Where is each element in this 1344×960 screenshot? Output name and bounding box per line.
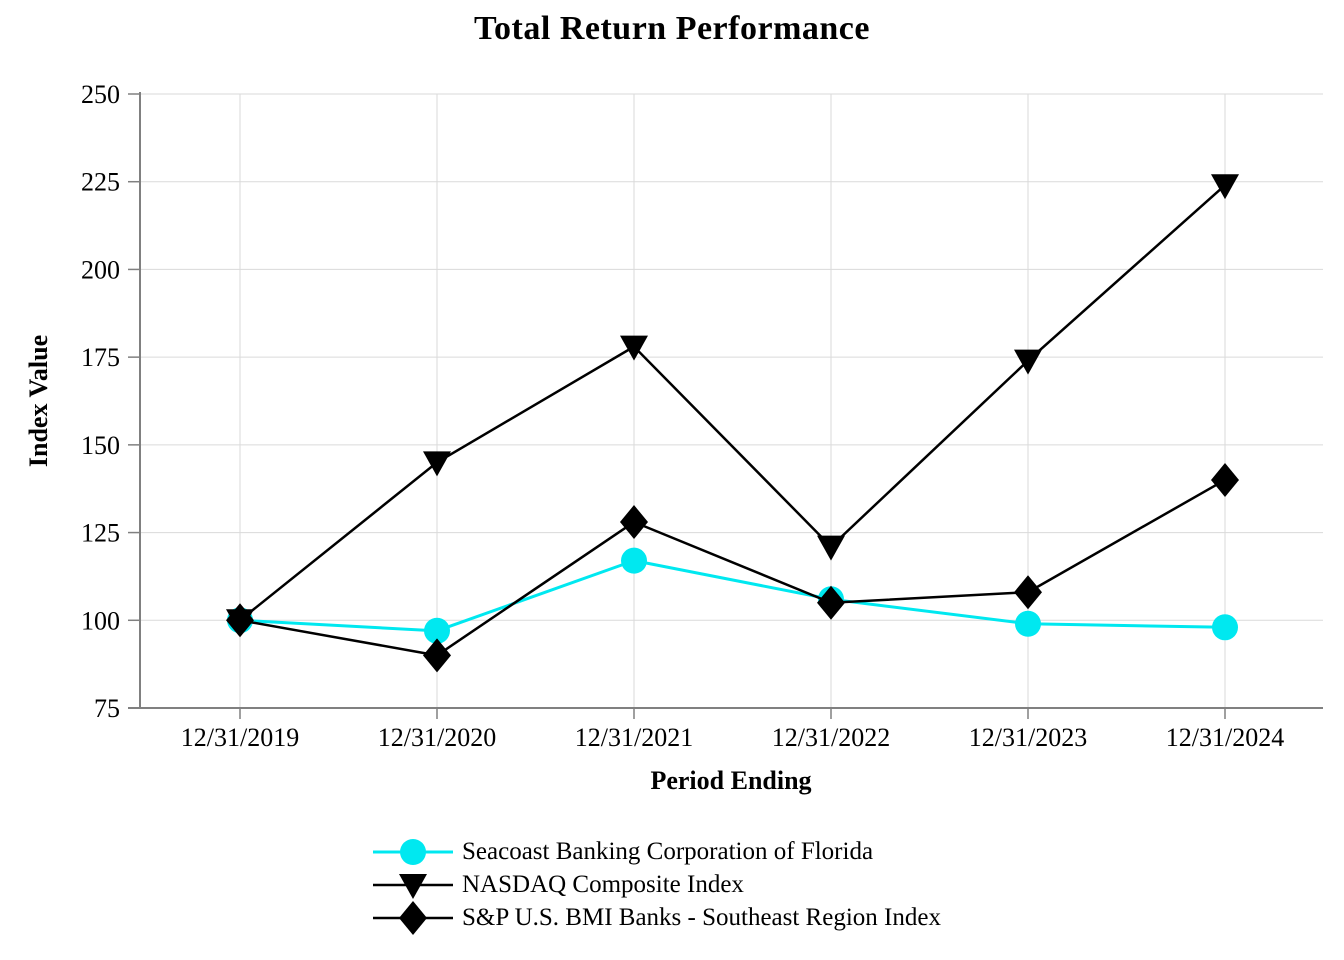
legend-item-nasdaq: NASDAQ Composite Index <box>371 868 941 901</box>
y-tick-label: 175 <box>81 343 120 372</box>
y-tick-label: 200 <box>81 255 120 284</box>
series-line-2 <box>239 478 1226 657</box>
data-point-marker-1 <box>423 451 451 477</box>
legend-label: NASDAQ Composite Index <box>462 871 744 898</box>
data-point-marker-1 <box>817 535 845 561</box>
legend-sample-marker <box>399 900 427 935</box>
data-point-marker-2 <box>1014 575 1042 610</box>
data-point-marker-1 <box>1211 174 1239 200</box>
data-point-marker-0 <box>621 547 647 574</box>
y-tick-label: 225 <box>81 168 120 197</box>
sp-banks-line-marker-icon <box>373 900 453 935</box>
nasdaq-line-marker-icon <box>373 873 453 899</box>
legend-label: Seacoast Banking Corporation of Florida <box>462 838 874 865</box>
x-tick-label: 12/31/2019 <box>181 723 299 752</box>
y-tick-label: 75 <box>94 694 120 723</box>
data-point-marker-2 <box>1211 462 1239 497</box>
data-point-marker-0 <box>1015 610 1041 637</box>
y-tick-label: 125 <box>81 519 120 548</box>
legend-label: S&P U.S. BMI Banks - Southeast Region In… <box>462 904 941 931</box>
data-point-marker-2 <box>620 505 648 540</box>
x-tick-label: 12/31/2020 <box>378 723 496 752</box>
series-line-1 <box>239 184 1226 622</box>
y-tick-label: 100 <box>81 606 120 635</box>
data-point-marker-2 <box>226 603 254 638</box>
data-point-marker-1 <box>620 335 648 361</box>
y-tick-label: 150 <box>81 431 120 460</box>
seacoast-line-marker-icon <box>373 838 453 865</box>
x-tick-label: 12/31/2024 <box>1166 723 1284 752</box>
legend-sample-marker <box>399 873 427 899</box>
x-tick-label: 12/31/2023 <box>969 723 1087 752</box>
x-tick-label: 12/31/2021 <box>575 723 693 752</box>
data-point-marker-1 <box>1014 349 1042 375</box>
legend-item-seacoast: Seacoast Banking Corporation of Florida <box>371 835 941 868</box>
legend: Seacoast Banking Corporation of Florida … <box>371 835 941 935</box>
x-axis-title: Period Ending <box>650 766 812 795</box>
plot-area: 75 100 125 150 175 200 225 250 12/31/2019 12/31/2… <box>81 80 1323 752</box>
legend-item-sp-bmi-banks: S&P U.S. BMI Banks - Southeast Region In… <box>371 900 941 935</box>
legend-sample-marker <box>400 838 426 865</box>
series-line-0 <box>239 559 1226 633</box>
data-point-marker-2 <box>817 585 845 620</box>
data-point-marker-0 <box>424 617 450 644</box>
data-point-marker-2 <box>423 638 451 673</box>
data-point-marker-0 <box>1212 614 1238 641</box>
chart-title: Total Return Performance <box>474 10 870 47</box>
x-tick-label: 12/31/2022 <box>772 723 890 752</box>
y-tick-label: 250 <box>81 80 120 109</box>
